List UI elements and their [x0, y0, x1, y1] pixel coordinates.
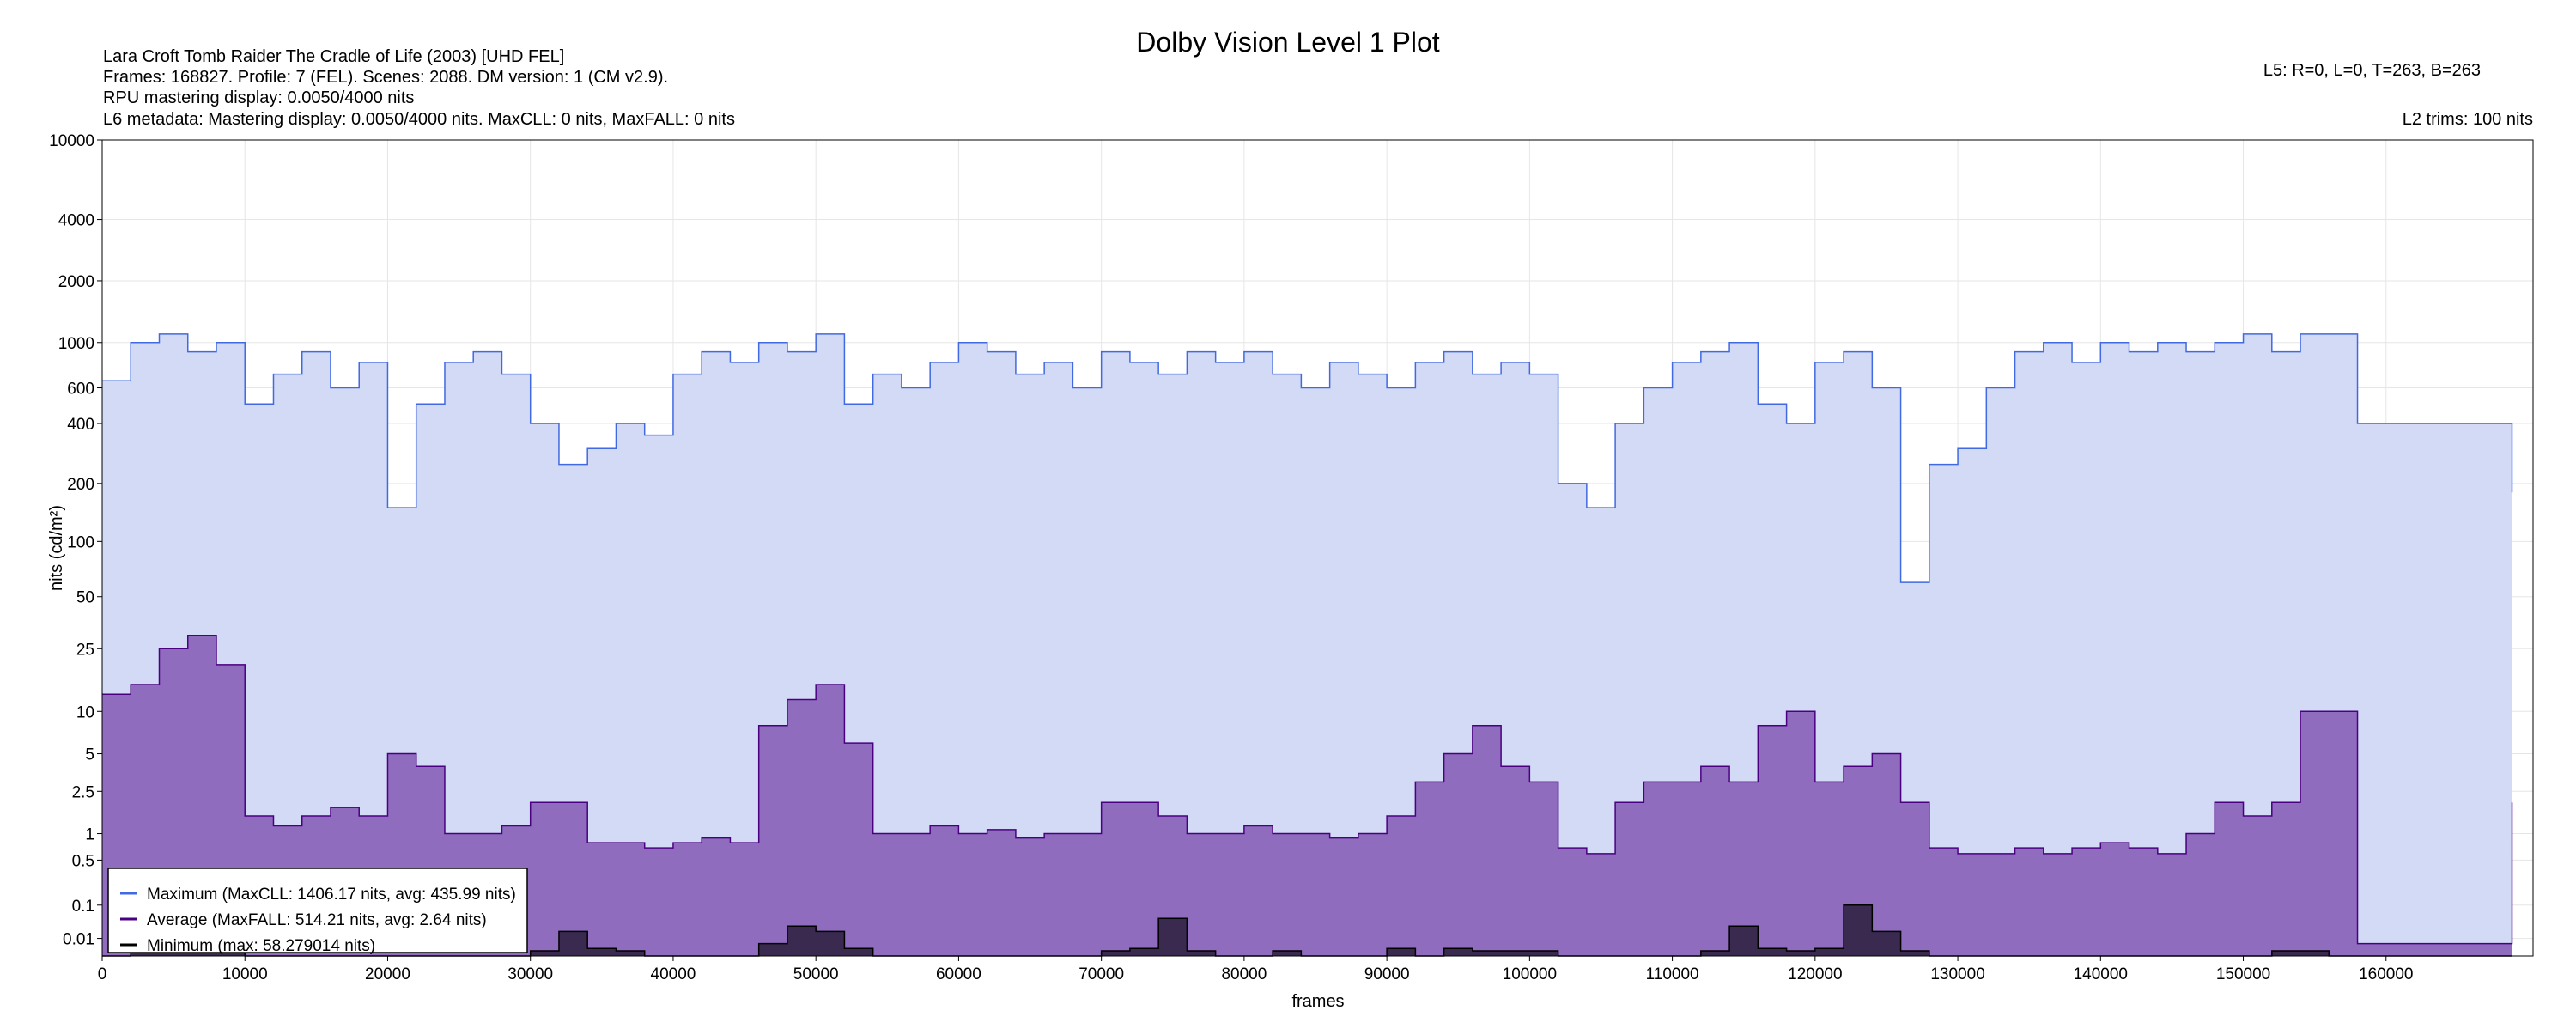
legend-label-minimum: Minimum (max: 58.279014 nits) [147, 937, 375, 955]
plot-frame [101, 139, 2534, 957]
y-tick-label: 2000 [58, 273, 94, 291]
l5-text: L5: R=0, L=0, T=263, B=263 [2263, 61, 2481, 80]
x-tick-label: 80000 [1221, 965, 1267, 983]
y-axis: 0.01 0.1 0.5 1 2.5 5 10 25 50 100 200 400 600 1000 200… [49, 132, 102, 949]
chart-title: Dolby Vision Level 1 Plot [1136, 27, 1440, 58]
y-tick-label: 1 [85, 826, 94, 844]
legend: Maximum (MaxCLL: 1406.17 nits, avg: 435.… [107, 868, 528, 955]
x-tick-label: 110000 [1646, 965, 1699, 983]
legend-label-maximum: Maximum (MaxCLL: 1406.17 nits, avg: 435.… [147, 886, 516, 904]
y-tick-label: 200 [67, 476, 94, 494]
x-tick-label: 10000 [222, 965, 268, 983]
y-tick-label: 1000 [58, 335, 94, 353]
y-tick-label: 400 [67, 416, 94, 434]
info-line-l6: L6 metadata: Mastering display: 0.0050/4… [103, 110, 735, 129]
x-tick-label: 150000 [2216, 965, 2270, 983]
average-line [102, 635, 2513, 945]
x-tick-label: 90000 [1364, 965, 1410, 983]
legend-box [107, 868, 528, 953]
info-line-rpu: RPU mastering display: 0.0050/4000 nits [103, 88, 414, 107]
maximum-area [102, 333, 2512, 956]
y-tick-label: 25 [76, 641, 94, 659]
legend-label-average: Average (MaxFALL: 514.21 nits, avg: 2.64… [147, 911, 487, 929]
x-tick-label: 70000 [1078, 965, 1124, 983]
y-tick-label: 2.5 [72, 783, 94, 801]
y-tick-label: 10000 [49, 132, 94, 150]
x-axis-label: frames [1291, 992, 1344, 1011]
x-tick-label: 40000 [651, 965, 696, 983]
y-tick-label: 0.01 [63, 931, 94, 949]
x-tick-label: 140000 [2074, 965, 2128, 983]
y-tick-label: 0.5 [72, 852, 94, 870]
average-area [102, 635, 2512, 956]
y-tick-label: 600 [67, 381, 94, 399]
y-tick-label: 100 [67, 533, 94, 551]
x-tick-label: 160000 [2359, 965, 2413, 983]
x-tick-label: 0 [98, 965, 107, 983]
x-tick-label: 20000 [365, 965, 410, 983]
x-tick-label: 50000 [793, 965, 839, 983]
x-tick-label: 130000 [1930, 965, 1984, 983]
y-tick-label: 5 [85, 746, 94, 764]
y-tick-label: 4000 [58, 212, 94, 230]
l2-text: L2 trims: 100 nits [2403, 110, 2533, 129]
series-areas [102, 333, 2513, 957]
y-tick-label: 0.1 [72, 898, 94, 916]
y-axis-label: nits (cd/m²) [47, 505, 66, 591]
x-tick-label: 100000 [1503, 965, 1557, 983]
y-tick-label: 50 [76, 589, 94, 607]
info-line-title: Lara Croft Tomb Raider The Cradle of Lif… [103, 47, 564, 66]
maximum-line [102, 333, 2513, 583]
x-axis: 0 10000 20000 30000 40000 50000 60000 70000 8000… [98, 956, 2413, 983]
x-tick-label: 30000 [507, 965, 553, 983]
info-line-frames: Frames: 168827. Profile: 7 (FEL). Scenes… [103, 68, 668, 87]
y-tick-label: 10 [76, 703, 94, 721]
x-tick-label: 120000 [1788, 965, 1842, 983]
x-tick-label: 60000 [936, 965, 981, 983]
